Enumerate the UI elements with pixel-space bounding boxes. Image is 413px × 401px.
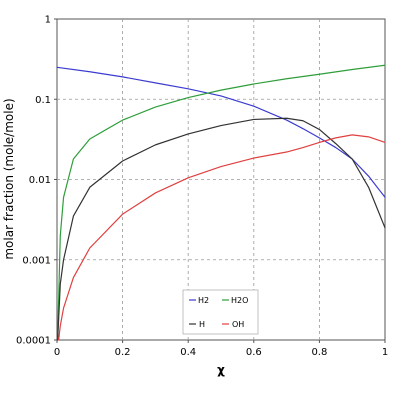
x-tick-label: 1 xyxy=(382,347,388,358)
x-tick-label: 0.2 xyxy=(115,347,131,358)
x-tick-label: 0.4 xyxy=(180,347,196,358)
y-tick-label: 0.001 xyxy=(22,255,51,266)
x-tick-label: 0.8 xyxy=(311,347,327,358)
ticks: 0 0.2 0.4 0.6 0.8 1 0.0001 0.001 0.01 0.1 1 xyxy=(16,15,388,359)
x-tick-label: 0.6 xyxy=(246,347,262,358)
legend-label-h2: H2 xyxy=(198,296,209,305)
y-tick-label: 0.0001 xyxy=(16,336,51,347)
y-axis-label: molar fraction (mole/mole) xyxy=(2,98,16,259)
series-line-h xyxy=(57,117,386,341)
series-line-h2o xyxy=(57,64,386,341)
y-tick-label: 0.01 xyxy=(29,175,51,186)
y-tick-label: 0.1 xyxy=(35,95,51,106)
x-axis-label: χ xyxy=(217,363,225,377)
legend: H2 H2O H OH xyxy=(182,289,259,335)
x-tick-label: 0 xyxy=(54,347,60,358)
legend-box xyxy=(182,289,259,335)
legend-label-h2o: H2O xyxy=(231,296,248,305)
series-layer xyxy=(56,64,386,341)
series-line-oh xyxy=(58,134,386,341)
legend-label-oh: OH xyxy=(232,320,244,329)
legend-label-h: H xyxy=(199,320,205,329)
y-tick-label: 1 xyxy=(45,15,51,26)
grid xyxy=(57,19,385,340)
